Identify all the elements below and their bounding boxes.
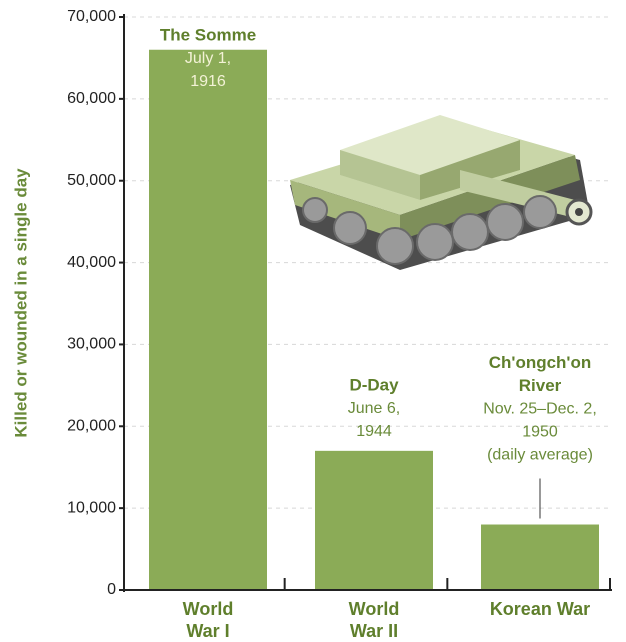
annotation-text: 1950 xyxy=(522,424,558,441)
y-tick-label: 30,000 xyxy=(67,336,116,353)
tank-illustration xyxy=(290,115,593,270)
annotation-text: July 1, xyxy=(185,50,231,67)
y-tick-label: 70,000 xyxy=(67,8,116,25)
bar xyxy=(481,524,599,590)
y-tick-label: 60,000 xyxy=(67,90,116,107)
annotation-text: 1944 xyxy=(356,423,392,440)
annotation-text: (daily average) xyxy=(487,447,593,464)
y-tick-label: 0 xyxy=(107,581,116,598)
annotation-title: Ch'ongch'on xyxy=(489,353,592,372)
y-tick-label: 20,000 xyxy=(67,418,116,435)
x-tick-label: World War II xyxy=(348,599,400,641)
annotation-title: D-Day xyxy=(349,375,399,394)
annotation-title: The Somme xyxy=(160,25,256,44)
y-tick-label: 10,000 xyxy=(67,499,116,516)
bar xyxy=(149,49,267,590)
y-tick-label: 50,000 xyxy=(67,172,116,189)
x-tick-label: World War I xyxy=(182,599,234,641)
bar xyxy=(315,450,433,590)
x-tick-label: Korean War xyxy=(489,599,591,619)
annotation-text: June 6, xyxy=(348,400,400,417)
y-axis-label: Killed or wounded in a single day xyxy=(11,168,30,438)
annotation-title: River xyxy=(519,376,562,395)
annotation-text: 1916 xyxy=(190,73,226,90)
y-tick-label: 40,000 xyxy=(67,254,116,271)
annotation-text: Nov. 25–Dec. 2, xyxy=(483,401,597,418)
